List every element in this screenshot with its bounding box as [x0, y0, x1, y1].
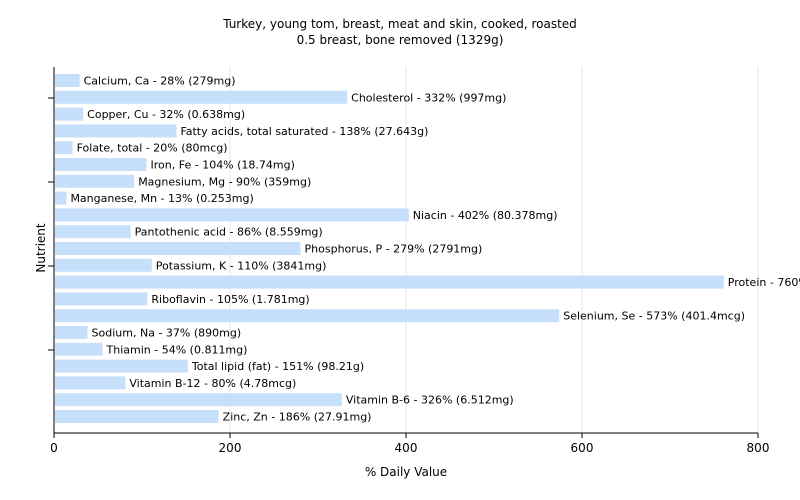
chart-subtitle: 0.5 breast, bone removed (1329g) [296, 33, 504, 47]
x-tick-label: 800 [747, 441, 770, 455]
axes: 0 200 400 600 800 [48, 67, 769, 455]
bar [55, 309, 560, 323]
bar [55, 410, 219, 423]
x-tick-label: 600 [571, 441, 594, 455]
bar [55, 141, 73, 155]
bar [55, 326, 88, 339]
bar-label: Niacin - 402% (80.378mg) [413, 209, 558, 222]
bar [55, 393, 342, 407]
x-tick-label: 0 [50, 441, 58, 455]
bar-label: Thiamin - 54% (0.811mg) [106, 343, 248, 356]
chart-title-block: Turkey, young tom, breast, meat and skin… [0, 16, 800, 48]
bar-label: Cholesterol - 332% (997mg) [351, 91, 506, 104]
bar [55, 342, 103, 356]
bar [55, 225, 131, 239]
x-tick-label: 200 [219, 441, 242, 455]
bar-label: Fatty acids, total saturated - 138% (27.… [180, 125, 428, 138]
y-axis-label: Nutrient [34, 223, 48, 273]
bar [55, 292, 148, 306]
bar-label: Pantothenic acid - 86% (8.559mg) [135, 226, 323, 239]
bar-label: Vitamin B-6 - 326% (6.512mg) [346, 394, 514, 407]
bar-label: Phosphorus, P - 279% (2791mg) [305, 243, 483, 256]
bar-label: Vitamin B-12 - 80% (4.78mcg) [129, 377, 296, 390]
bar-label: Magnesium, Mg - 90% (359mg) [138, 175, 311, 188]
bar [55, 107, 84, 121]
bar [55, 158, 147, 171]
bar [55, 208, 409, 222]
bar-label: Selenium, Se - 573% (401.4mcg) [563, 310, 745, 323]
bar [55, 242, 301, 255]
bar [55, 191, 67, 205]
bar [55, 90, 348, 104]
bar-label: Copper, Cu - 32% (0.638mg) [87, 108, 245, 121]
bar-label: Zinc, Zn - 186% (27.91mg) [223, 411, 372, 424]
bar-labels: Calcium, Ca - 28% (279mg) Cholesterol - 3… [70, 75, 800, 424]
bar-label: Riboflavin - 105% (1.781mg) [151, 293, 309, 306]
chart-title: Turkey, young tom, breast, meat and skin… [223, 17, 577, 31]
bar [55, 275, 724, 289]
bar-label: Potassium, K - 110% (3841mg) [156, 259, 327, 272]
bar [55, 359, 188, 373]
bar-label: Protein - 760% (380.23g) [728, 276, 800, 289]
bar-label: Manganese, Mn - 13% (0.253mg) [70, 192, 253, 205]
bar-label: Total lipid (fat) - 151% (98.21g) [191, 360, 364, 373]
x-axis-label: % Daily Value [365, 465, 447, 479]
bar [55, 376, 126, 390]
bar-label: Sodium, Na - 37% (890mg) [92, 327, 242, 340]
bar-label: Calcium, Ca - 28% (279mg) [84, 75, 236, 88]
bar-label: Folate, total - 20% (80mcg) [77, 142, 228, 155]
bar [55, 124, 177, 138]
bars [55, 74, 724, 423]
bar [55, 74, 80, 87]
bar-label: Iron, Fe - 104% (18.74mg) [151, 159, 295, 172]
bar [55, 258, 152, 272]
bar [55, 174, 135, 188]
x-tick-label: 400 [395, 441, 418, 455]
